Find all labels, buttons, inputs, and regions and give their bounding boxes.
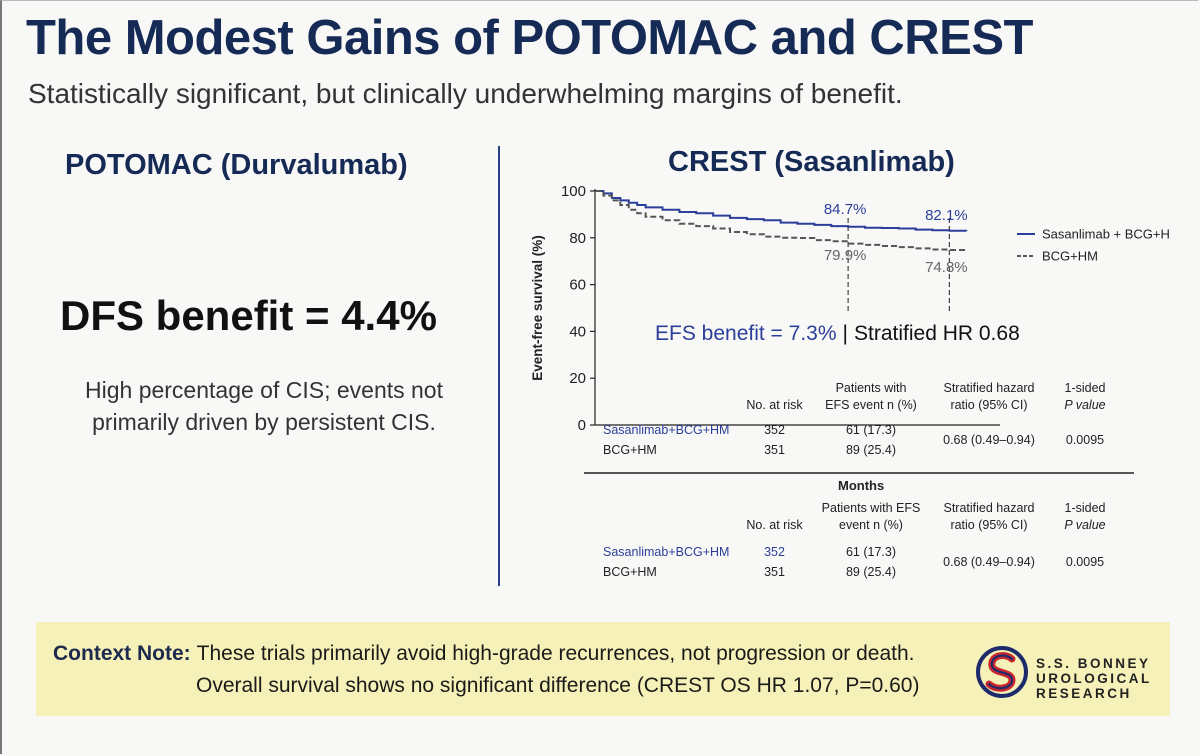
annotation-label: 74.8% [925,259,968,276]
table-row: BCG+HM 351 89 (25.4) [597,562,1122,582]
at-risk-count: 351 [764,565,785,579]
stratified-hr: Stratified HR 0.68 [854,322,1020,345]
p-value: 0.0095 [1065,433,1105,447]
y-tick-label: 0 [578,417,586,430]
col-header-arm [597,380,737,414]
col-header-hr: Stratified hazard ratio (95% CI) [943,501,1035,532]
context-line-2: Overall survival shows no significant di… [196,674,920,697]
y-tick-label: 80 [569,230,586,247]
context-label: Context Note: [53,642,191,665]
table-divider [584,472,1134,474]
dfs-note: High percentage of CIS; events not prima… [85,377,443,435]
km-series [595,190,968,251]
arm-name: Sasanlimab+BCG+HM [603,423,730,437]
col-header-p: 1-sided P value [1064,381,1106,412]
at-risk-count: 352 [764,545,785,559]
legend-label: BCG+HM [1042,249,1098,264]
logo-line-3: RESEARCH [1036,686,1132,701]
dfs-benefit: DFS benefit = 4.4% [60,292,437,339]
col-header-arm [597,500,737,534]
table-row: BCG+HM 351 89 (25.4) [597,440,1122,460]
hazard-ratio: 0.68 (0.49–0.94) [943,433,1035,447]
event-count: 61 (17.3) [845,545,897,559]
arm-name: BCG+HM [603,443,657,457]
table-row: Sasanlimab+BCG+HM 352 61 (17.3) 0.68 (0.… [597,420,1122,447]
at-risk-count: 351 [764,443,785,457]
y-tick-label: 40 [569,323,586,340]
arm-name: BCG+HM [603,565,657,579]
table-row: Sasanlimab+BCG+HM 352 61 (17.3) 0.68 (0.… [597,542,1122,569]
y-tick-label: 100 [561,183,586,200]
p-value: 0.0095 [1065,555,1105,569]
col-header-p: 1-sided P value [1064,501,1106,532]
legend-label: Sasanlimab + BCG+HM [1042,227,1170,242]
context-line-1: Context Note: These trials primarily avoi… [53,642,915,666]
km-legend: Sasanlimab + BCG+HM BCG+HM [1017,227,1170,264]
series-line-0 [595,190,968,232]
series-line-1 [595,190,968,251]
bonney-logo-text: S.S. BONNEY UROLOGICAL RESEARCH [1036,656,1152,701]
col-header-hr: Stratified hazard ratio (95% CI) [943,381,1035,412]
at-risk-count: 352 [764,423,785,437]
annotation-label: 79.9% [824,247,867,264]
annotation-label: 82.1% [925,207,968,224]
y-axis-label: Event-free survival (%) [530,235,545,381]
event-count: 89 (25.4) [845,443,897,457]
km-axes: 0 20 40 60 80 100 Event-free survival (%) [530,183,1000,430]
km-chart: 0 20 40 60 80 100 Event-free survival (%) 84.7… [530,183,1170,430]
slide-subtitle: Statistically significant, but clinicall… [28,78,903,109]
col-header-events: Patients with EFS event n (%) [825,381,917,412]
potomac-heading: POTOMAC (Durvalumab) [65,149,408,181]
context-note: Context Note: These trials primarily avoi… [36,622,1170,716]
stats-table-1: No. at risk Patients with EFS event n (%)… [597,380,1122,460]
efs-benefit: EFS benefit = 7.3% [655,322,837,345]
logo-line-1: S.S. BONNEY [1036,656,1151,671]
km-annotations: 84.7% 79.9% 82.1% 74.8% [824,201,968,276]
arm-name: Sasanlimab+BCG+HM [603,545,730,559]
slide-title: The Modest Gains of POTOMAC and CREST [26,11,1033,65]
col-header-at-risk: No. at risk [746,398,803,412]
event-count: 89 (25.4) [845,565,897,579]
months-label: Months [838,478,885,493]
bonney-logo-icon [976,646,1028,698]
stats-table-2: No. at risk Patients with EFS event n (%)… [597,500,1122,582]
context-text-1: These trials primarily avoid high-grade … [196,642,915,665]
benefit-separator: | [842,322,848,345]
event-count: 61 (17.3) [845,423,897,437]
logo-line-2: UROLOGICAL [1036,671,1152,686]
efs-benefit-line: EFS benefit = 7.3% | Stratified HR 0.68 [655,322,1020,346]
crest-heading: CREST (Sasanlimab) [668,146,955,178]
column-divider [498,146,500,586]
y-tick-label: 20 [569,370,586,387]
col-header-at-risk: No. at risk [746,518,803,532]
annotation-label: 84.7% [824,201,867,218]
col-header-events: Patients with EFS event n (%) [821,501,921,532]
hazard-ratio: 0.68 (0.49–0.94) [943,555,1035,569]
y-tick-label: 60 [569,277,586,294]
